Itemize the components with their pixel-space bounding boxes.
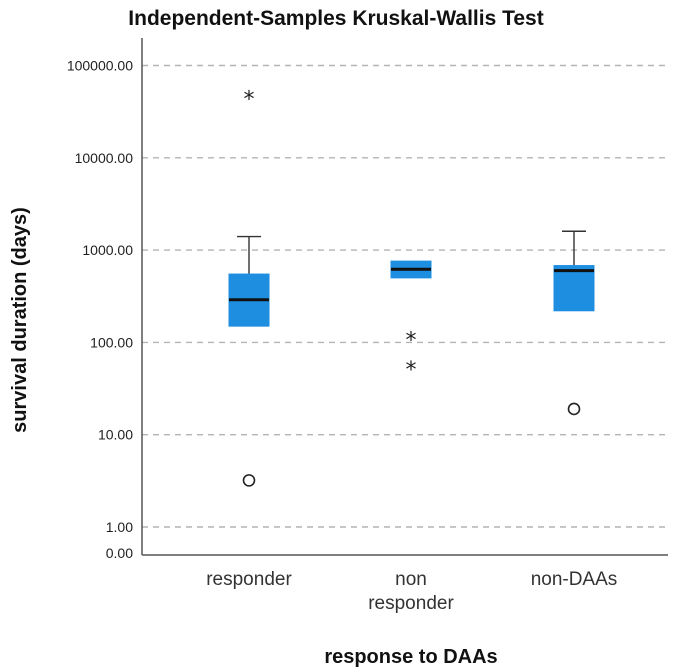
y-tick-label: 10000.00: [75, 150, 134, 166]
iqr-box: [553, 265, 595, 312]
x-tick-labels: responder non responder non-DAAs: [206, 569, 617, 614]
y-tick-label: 100000.00: [67, 58, 133, 74]
extreme-outlier-marker: *: [406, 329, 417, 354]
x-tick-label: responder: [368, 593, 454, 614]
y-tick-label: 1000.00: [82, 242, 133, 258]
box-group: [553, 230, 595, 416]
outlier-marker: [242, 474, 256, 487]
boxes: ***: [228, 88, 595, 487]
extreme-outlier-marker: *: [244, 88, 255, 113]
y-tick-label: 100.00: [90, 334, 133, 350]
y-tick-label: 10.00: [98, 427, 133, 443]
outlier-marker: [567, 402, 581, 416]
x-tick-label: non-DAAs: [531, 569, 618, 590]
axes: [141, 38, 668, 556]
x-axis-label: response to DAAs: [324, 646, 497, 668]
x-tick-label: non: [395, 569, 427, 590]
chart-title: Independent-Samples Kruskal-Wallis Test: [128, 7, 543, 30]
y-tick-label: 1.00: [106, 519, 133, 535]
box-group: **: [390, 260, 432, 383]
extreme-outlier-marker: *: [406, 358, 417, 383]
y-axis-label: survival duration (days): [9, 207, 31, 433]
box-group: *: [228, 88, 270, 487]
y-tick-labels: 100000.00 10000.00 1000.00 100.00 10.00 1.00 0…: [67, 58, 133, 562]
y-tick-label: 0.00: [106, 545, 133, 561]
x-tick-label: responder: [206, 569, 292, 590]
